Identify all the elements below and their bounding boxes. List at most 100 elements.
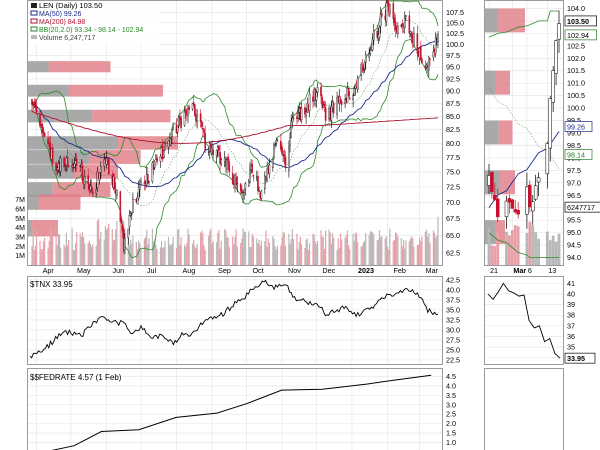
volume-bar bbox=[316, 241, 319, 265]
volume-bar bbox=[226, 237, 228, 265]
candle-body bbox=[136, 196, 139, 205]
volume-bar bbox=[111, 229, 113, 265]
zoom-volume-bar bbox=[554, 241, 558, 265]
volume-bar bbox=[436, 235, 438, 265]
zoom-volume-by-price-bar bbox=[485, 8, 497, 33]
volume-bar bbox=[291, 228, 293, 265]
volume-bar bbox=[321, 236, 323, 265]
candle-body bbox=[169, 138, 172, 146]
volume-bar bbox=[164, 240, 166, 265]
zoom-date-tick-label: Mar bbox=[513, 266, 526, 275]
zoom-price-tick-label: 100.0 bbox=[567, 104, 585, 113]
candle-body bbox=[361, 65, 364, 69]
candle-body bbox=[276, 139, 279, 141]
candle-body bbox=[188, 106, 190, 111]
volume-bar bbox=[292, 238, 295, 265]
volume-by-price-bar bbox=[48, 61, 111, 73]
volume-bar bbox=[155, 244, 157, 265]
zoom-price-tick-label: 94.0 bbox=[567, 253, 581, 262]
zoom-volume-bar bbox=[548, 240, 552, 265]
volume-bar bbox=[148, 238, 150, 265]
volume-bar bbox=[425, 229, 428, 265]
candle-body bbox=[257, 176, 259, 191]
candle-body bbox=[164, 146, 166, 151]
candle-body bbox=[273, 144, 275, 159]
fedrate-tick-label: 1.0 bbox=[446, 438, 456, 447]
candle-body bbox=[172, 126, 174, 129]
zoom-candle-body bbox=[551, 70, 555, 103]
candle-body bbox=[42, 130, 45, 132]
price-tick-label: 75.0 bbox=[446, 167, 460, 176]
price-tick-label: 85.0 bbox=[446, 112, 460, 121]
candle-body bbox=[330, 106, 333, 121]
tnx-zoom-tick-label: 38 bbox=[567, 311, 575, 320]
candle-body bbox=[231, 173, 234, 185]
volume-bar bbox=[289, 243, 291, 265]
fedrate-tick-label: 4.5 bbox=[446, 372, 456, 381]
candle-body bbox=[239, 183, 242, 192]
volume-bar bbox=[196, 243, 198, 265]
candle-body bbox=[64, 164, 67, 167]
tnx-last-tag-box bbox=[564, 352, 596, 364]
volume-bar bbox=[220, 240, 222, 265]
volume-bar bbox=[315, 244, 318, 265]
volume-bar bbox=[193, 239, 195, 265]
volume-bar bbox=[172, 236, 174, 265]
candle-body bbox=[410, 33, 413, 39]
price-tick-label: 102.5 bbox=[446, 29, 464, 38]
candle-body bbox=[297, 112, 299, 119]
zoom-price-tick-label: 102.5 bbox=[567, 41, 585, 50]
candle-body bbox=[147, 174, 149, 184]
volume-bar bbox=[72, 249, 74, 265]
volume-bar bbox=[306, 238, 308, 265]
zoom-price-tick-label: 99.5 bbox=[567, 116, 581, 125]
volume-bar bbox=[97, 219, 100, 265]
volume-bar bbox=[194, 246, 196, 265]
candle-body bbox=[260, 190, 263, 199]
zoom-candle-body bbox=[548, 98, 552, 149]
tnx-tick-label: 27.5 bbox=[446, 335, 460, 344]
candle-body bbox=[132, 199, 134, 213]
fedrate-tick-label: 3.5 bbox=[446, 391, 456, 400]
volume-bar bbox=[132, 235, 134, 265]
volume-bar bbox=[252, 236, 254, 265]
candle-body bbox=[200, 121, 203, 127]
volume-bar bbox=[314, 241, 316, 265]
fedrate-tick-label: 2.0 bbox=[446, 419, 456, 428]
candle-body bbox=[128, 215, 131, 228]
volume-bar bbox=[171, 243, 173, 265]
volume-bar bbox=[276, 245, 279, 265]
candle-body bbox=[324, 107, 327, 121]
zoom-volume-bar bbox=[551, 235, 555, 265]
zoom-price-tick-label: 98.5 bbox=[567, 141, 581, 150]
volume-bar bbox=[280, 245, 282, 265]
date-tick-label: Feb bbox=[394, 266, 406, 275]
fedrate-tick-label: 4.0 bbox=[446, 381, 456, 390]
legend-bb: BB(20,2.0) 93.34 - 98.14 - 102.94 bbox=[39, 27, 143, 34]
volume-bar bbox=[385, 236, 387, 265]
volume-bar bbox=[55, 228, 57, 265]
zoom-volume-by-price-bar bbox=[495, 220, 505, 245]
volume-bar bbox=[130, 239, 132, 265]
candle-body bbox=[364, 54, 367, 63]
volume-bar bbox=[66, 245, 69, 265]
volume-bar bbox=[228, 247, 230, 265]
volume-bar bbox=[354, 232, 357, 265]
volume-bar bbox=[240, 243, 242, 265]
volume-bar bbox=[203, 245, 205, 265]
volume-bar bbox=[208, 235, 210, 265]
volume-bar bbox=[259, 245, 261, 265]
volume-bar bbox=[84, 243, 86, 265]
volume-bar bbox=[275, 249, 277, 265]
zoom-bollinger-upper bbox=[488, 10, 559, 38]
zoom-price-tick-label: 94.5 bbox=[567, 241, 581, 250]
candle-body bbox=[347, 87, 350, 97]
chart-type-icon bbox=[31, 3, 37, 8]
candle-body bbox=[360, 64, 362, 76]
volume-bar bbox=[40, 249, 42, 265]
ma200-line bbox=[31, 110, 439, 144]
volume-bar bbox=[186, 243, 188, 265]
candle-body bbox=[153, 161, 156, 168]
volume-bar bbox=[100, 231, 102, 265]
volume-bar bbox=[160, 240, 163, 265]
